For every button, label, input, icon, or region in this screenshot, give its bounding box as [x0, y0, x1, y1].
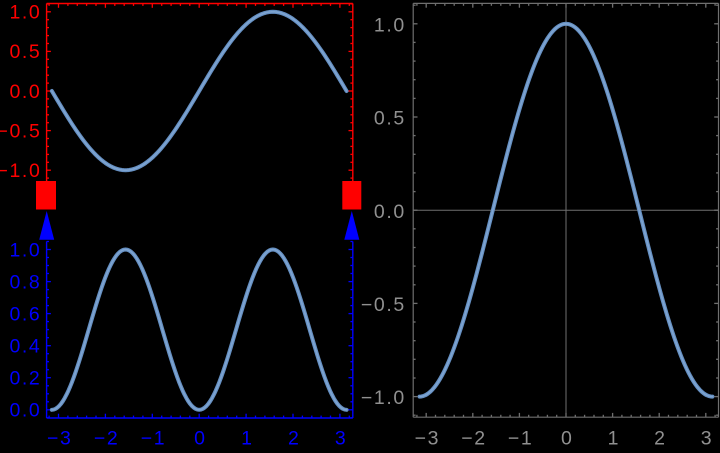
svg-text:−2: −2: [461, 427, 486, 448]
svg-text:0.0: 0.0: [374, 201, 406, 223]
svg-text:−0.5: −0.5: [361, 294, 406, 316]
svg-text:1: 1: [241, 427, 253, 448]
svg-text:0.4: 0.4: [9, 336, 41, 358]
svg-text:−2: −2: [94, 427, 119, 448]
svg-text:0.8: 0.8: [9, 271, 41, 293]
svg-text:0: 0: [561, 427, 573, 448]
svg-text:0.5: 0.5: [374, 108, 406, 130]
svg-text:0.0: 0.0: [9, 81, 41, 103]
svg-text:1.0: 1.0: [9, 2, 41, 24]
svg-text:−0.5: −0.5: [0, 120, 41, 142]
svg-text:−1: −1: [141, 427, 166, 448]
svg-text:−1: −1: [508, 427, 533, 448]
svg-text:0.5: 0.5: [9, 41, 41, 63]
svg-text:1.0: 1.0: [374, 14, 406, 36]
svg-text:−1.0: −1.0: [0, 160, 41, 182]
svg-text:−3: −3: [47, 427, 72, 448]
svg-text:0.6: 0.6: [9, 303, 41, 325]
svg-text:0: 0: [194, 427, 206, 448]
svg-text:−1.0: −1.0: [361, 387, 406, 409]
svg-text:0.2: 0.2: [9, 368, 41, 390]
svg-text:2: 2: [288, 427, 300, 448]
svg-text:3: 3: [701, 427, 713, 448]
svg-text:1.0: 1.0: [9, 239, 41, 261]
svg-text:2: 2: [654, 427, 666, 448]
svg-text:−3: −3: [415, 427, 440, 448]
svg-text:1: 1: [608, 427, 620, 448]
svg-text:0.0: 0.0: [9, 400, 41, 422]
svg-text:3: 3: [335, 427, 347, 448]
